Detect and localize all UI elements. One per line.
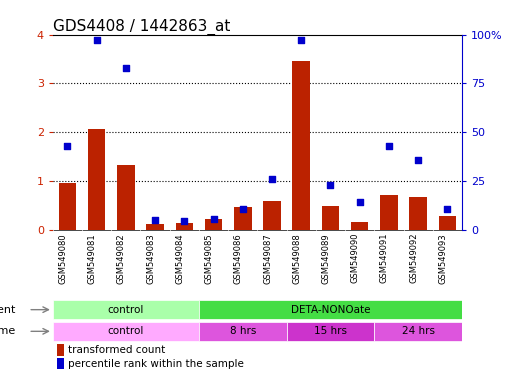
Text: control: control: [108, 326, 144, 336]
Point: [180, 218, 188, 224]
Bar: [205, 219, 222, 230]
Text: GSM549092: GSM549092: [409, 233, 418, 283]
Bar: [88, 129, 106, 230]
Bar: [263, 201, 281, 230]
Point: [355, 199, 364, 205]
Text: time: time: [0, 326, 16, 336]
Text: GSM549081: GSM549081: [88, 233, 97, 284]
Bar: [234, 207, 251, 230]
Text: GSM549086: GSM549086: [234, 233, 243, 284]
Point: [414, 157, 422, 163]
Text: GSM549085: GSM549085: [204, 233, 213, 284]
Point: [297, 37, 306, 43]
Text: control: control: [108, 305, 144, 314]
Bar: [57, 358, 64, 369]
Text: GSM549091: GSM549091: [380, 233, 389, 283]
Text: GSM549093: GSM549093: [438, 233, 447, 284]
Bar: [293, 61, 310, 230]
Text: DETA-NONOate: DETA-NONOate: [291, 305, 370, 314]
Bar: [146, 223, 164, 230]
Bar: [199, 321, 287, 341]
Point: [443, 206, 451, 212]
Bar: [57, 344, 64, 356]
Bar: [117, 165, 135, 230]
Bar: [199, 300, 462, 319]
Point: [63, 142, 72, 149]
Bar: [409, 197, 427, 230]
Bar: [351, 222, 369, 230]
Point: [92, 37, 101, 43]
Text: agent: agent: [0, 305, 16, 314]
Text: 15 hrs: 15 hrs: [314, 326, 347, 336]
Bar: [439, 216, 456, 230]
Text: GSM549080: GSM549080: [59, 233, 68, 284]
Bar: [53, 321, 199, 341]
Bar: [380, 195, 398, 230]
Text: percentile rank within the sample: percentile rank within the sample: [68, 359, 244, 369]
Bar: [53, 300, 199, 319]
Bar: [287, 321, 374, 341]
Point: [151, 217, 159, 223]
Text: GSM549089: GSM549089: [322, 233, 331, 284]
Point: [385, 142, 393, 149]
Bar: [59, 183, 76, 230]
Point: [268, 176, 276, 182]
Text: GSM549087: GSM549087: [263, 233, 272, 284]
Bar: [322, 206, 339, 230]
Point: [209, 216, 218, 222]
Text: GSM549084: GSM549084: [175, 233, 184, 284]
Text: GSM549088: GSM549088: [292, 233, 301, 284]
Text: 8 hrs: 8 hrs: [230, 326, 256, 336]
Text: GSM549082: GSM549082: [117, 233, 126, 284]
Point: [121, 65, 130, 71]
Text: GDS4408 / 1442863_at: GDS4408 / 1442863_at: [53, 18, 230, 35]
Text: 24 hrs: 24 hrs: [402, 326, 435, 336]
Text: GSM549083: GSM549083: [146, 233, 155, 284]
Text: GSM549090: GSM549090: [351, 233, 360, 283]
Text: transformed count: transformed count: [68, 345, 166, 355]
Bar: [175, 223, 193, 230]
Bar: [374, 321, 462, 341]
Point: [326, 182, 335, 188]
Point: [239, 206, 247, 212]
